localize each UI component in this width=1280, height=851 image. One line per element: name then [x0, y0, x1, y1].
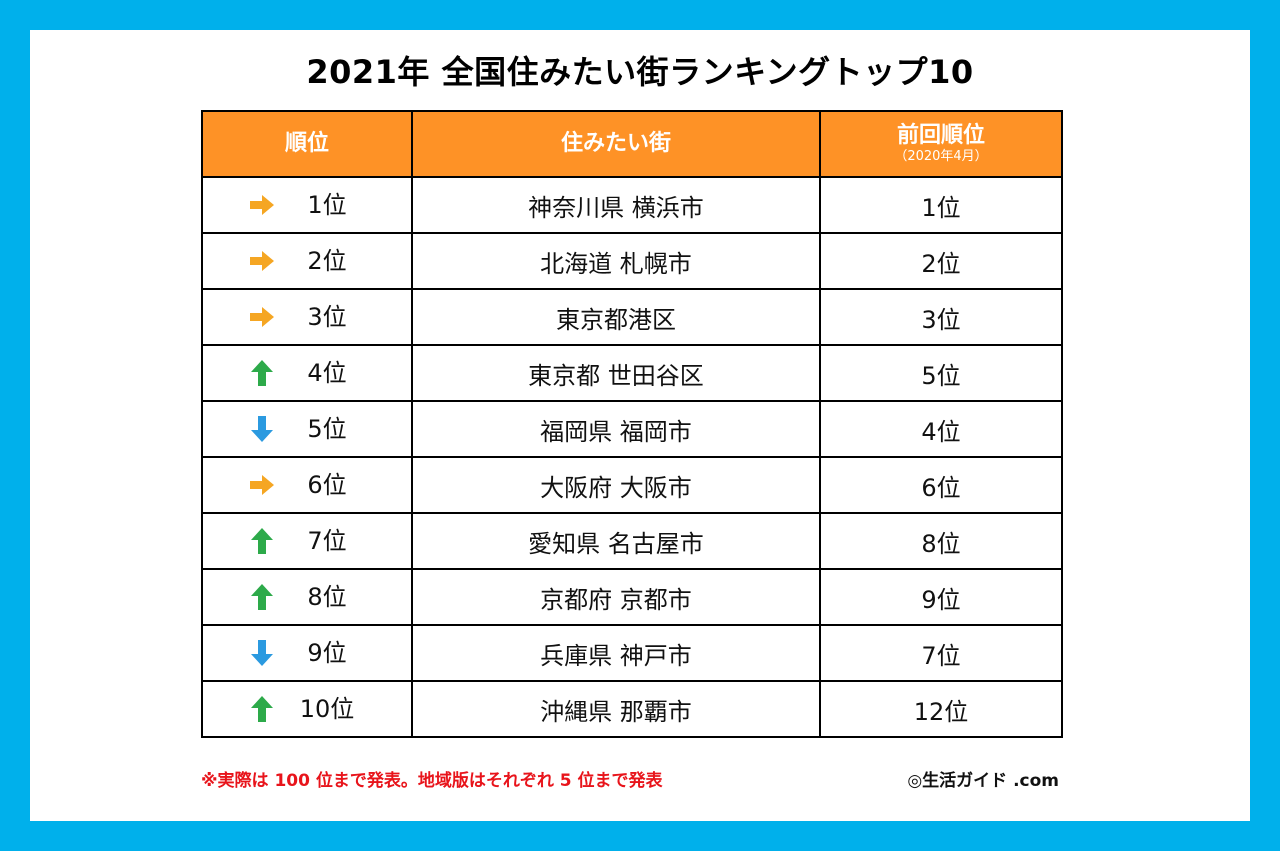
rank-value: 10位 — [299, 695, 355, 723]
rank-cell: 1位 — [201, 176, 413, 234]
previous-rank-cell: 7位 — [819, 624, 1063, 682]
table-row: 8位 京都府 京都市 9位 — [201, 568, 1063, 626]
table-row: 7位 愛知県 名古屋市 8位 — [201, 512, 1063, 570]
previous-rank-cell: 12位 — [819, 680, 1063, 738]
table-row: 5位 福岡県 福岡市 4位 — [201, 400, 1063, 458]
previous-rank-cell: 3位 — [819, 288, 1063, 346]
previous-rank-cell: 8位 — [819, 512, 1063, 570]
city-cell: 大阪府 大阪市 — [411, 456, 821, 514]
table-row: 2位 北海道 札幌市 2位 — [201, 232, 1063, 290]
rank-cell: 5位 — [201, 400, 413, 458]
ranking-table: 順位 住みたい街 前回順位 （2020年4月） 1位 神奈川県 横浜市 1位 2位 北海… — [201, 110, 1063, 738]
table-header-row: 順位 住みたい街 前回順位 （2020年4月） — [201, 110, 1063, 178]
table-row: 3位 東京都港区 3位 — [201, 288, 1063, 346]
header-previous-rank-label: 前回順位 — [896, 123, 985, 148]
up-arrow-icon — [247, 526, 277, 556]
rank-value: 7位 — [307, 527, 347, 555]
previous-rank-cell: 1位 — [819, 176, 1063, 234]
table-row: 4位 東京都 世田谷区 5位 — [201, 344, 1063, 402]
header-previous-rank: 前回順位 （2020年4月） — [819, 110, 1063, 178]
up-arrow-icon — [247, 694, 277, 724]
down-arrow-icon — [247, 414, 277, 444]
city-cell: 東京都港区 — [411, 288, 821, 346]
rank-cell: 9位 — [201, 624, 413, 682]
previous-rank-cell: 5位 — [819, 344, 1063, 402]
rank-value: 6位 — [307, 471, 347, 499]
previous-rank-cell: 9位 — [819, 568, 1063, 626]
up-arrow-icon — [247, 358, 277, 388]
rank-value: 1位 — [307, 191, 347, 219]
previous-rank-cell: 6位 — [819, 456, 1063, 514]
city-cell: 北海道 札幌市 — [411, 232, 821, 290]
header-city: 住みたい街 — [411, 110, 821, 178]
city-cell: 福岡県 福岡市 — [411, 400, 821, 458]
table-row: 10位 沖縄県 那覇市 12位 — [201, 680, 1063, 738]
rank-value: 2位 — [307, 247, 347, 275]
table-row: 1位 神奈川県 横浜市 1位 — [201, 176, 1063, 234]
up-arrow-icon — [247, 582, 277, 612]
previous-rank-cell: 4位 — [819, 400, 1063, 458]
header-previous-rank-date: （2020年4月） — [894, 149, 988, 164]
city-cell: 神奈川県 横浜市 — [411, 176, 821, 234]
table-row: 9位 兵庫県 神戸市 7位 — [201, 624, 1063, 682]
city-cell: 愛知県 名古屋市 — [411, 512, 821, 570]
rank-cell: 2位 — [201, 232, 413, 290]
page-title: 2021年 全国住みたい街ランキングトップ10 — [306, 53, 974, 91]
rank-cell: 10位 — [201, 680, 413, 738]
rank-value: 9位 — [307, 639, 347, 667]
credit: ◎生活ガイド .com — [907, 771, 1059, 791]
rank-cell: 8位 — [201, 568, 413, 626]
right-arrow-icon — [247, 190, 277, 220]
previous-rank-cell: 2位 — [819, 232, 1063, 290]
footnote: ※実際は 100 位まで発表。地域版はそれぞれ 5 位まで発表 — [201, 771, 663, 791]
rank-cell: 7位 — [201, 512, 413, 570]
rank-cell: 4位 — [201, 344, 413, 402]
down-arrow-icon — [247, 638, 277, 668]
table-row: 6位 大阪府 大阪市 6位 — [201, 456, 1063, 514]
city-cell: 沖縄県 那覇市 — [411, 680, 821, 738]
city-cell: 兵庫県 神戸市 — [411, 624, 821, 682]
city-cell: 京都府 京都市 — [411, 568, 821, 626]
right-arrow-icon — [247, 302, 277, 332]
rank-value: 3位 — [307, 303, 347, 331]
rank-value: 4位 — [307, 359, 347, 387]
right-arrow-icon — [247, 470, 277, 500]
city-cell: 東京都 世田谷区 — [411, 344, 821, 402]
rank-cell: 3位 — [201, 288, 413, 346]
rank-cell: 6位 — [201, 456, 413, 514]
rank-value: 5位 — [307, 415, 347, 443]
rank-value: 8位 — [307, 583, 347, 611]
right-arrow-icon — [247, 246, 277, 276]
header-rank: 順位 — [201, 110, 413, 178]
